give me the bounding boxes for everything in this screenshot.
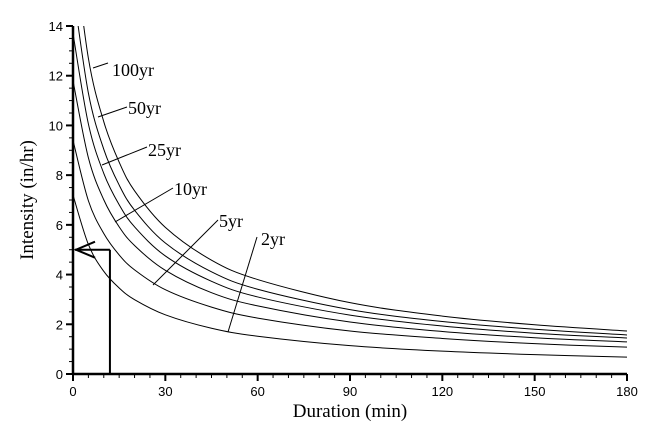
x-tick-label: 60 <box>250 384 264 399</box>
y-tick-label: 12 <box>49 69 63 84</box>
curve-2yr <box>73 194 628 358</box>
y-tick-label: 8 <box>56 168 63 183</box>
curve-labels-group: 2yr 5yr 10yr 25yr 50yr 100yr <box>92 60 285 333</box>
x-tick-label: 30 <box>158 384 172 399</box>
x-tick-label: 150 <box>524 384 546 399</box>
leader-line-100yr <box>92 62 109 69</box>
leader-line-25yr <box>101 146 148 166</box>
y-tick-label: 14 <box>49 19 63 34</box>
curve-10yr <box>73 80 628 343</box>
y-tick-label: 2 <box>56 317 63 332</box>
curve-label-25yr: 25yr <box>148 140 181 160</box>
curve-50yr <box>77 26 628 336</box>
arrowhead-icon <box>73 240 96 259</box>
leader-line-50yr <box>97 106 128 118</box>
x-tick-label: 120 <box>431 384 453 399</box>
leader-line-10yr <box>114 187 174 223</box>
y-tick-label: 0 <box>56 367 63 382</box>
curve-label-100yr: 100yr <box>112 60 154 80</box>
leader-line-5yr <box>152 219 219 286</box>
y-tick-label: 6 <box>56 218 63 233</box>
curves-group <box>73 26 628 358</box>
curve-label-10yr: 10yr <box>174 179 207 199</box>
leader-line-2yr <box>227 236 258 333</box>
design-arrow <box>73 240 111 374</box>
x-tick-label: 180 <box>616 384 638 399</box>
y-axis-title: Intensity (in/hr) <box>17 140 38 260</box>
x-tick-label: 0 <box>69 384 76 399</box>
curve-100yr <box>83 26 628 332</box>
curve-25yr <box>73 33 628 339</box>
curve-label-5yr: 5yr <box>219 211 243 231</box>
x-axis-title: Duration (min) <box>293 401 408 422</box>
curve-label-2yr: 2yr <box>261 229 285 249</box>
y-tick-label: 4 <box>56 268 63 283</box>
curve-label-50yr: 50yr <box>128 98 161 118</box>
curve-5yr <box>73 140 628 348</box>
x-tick-label: 90 <box>343 384 357 399</box>
y-tick-label: 10 <box>49 118 63 133</box>
axes-group: 0 30 60 90 120 150 180 0 2 4 6 8 10 12 14 <box>49 19 638 399</box>
